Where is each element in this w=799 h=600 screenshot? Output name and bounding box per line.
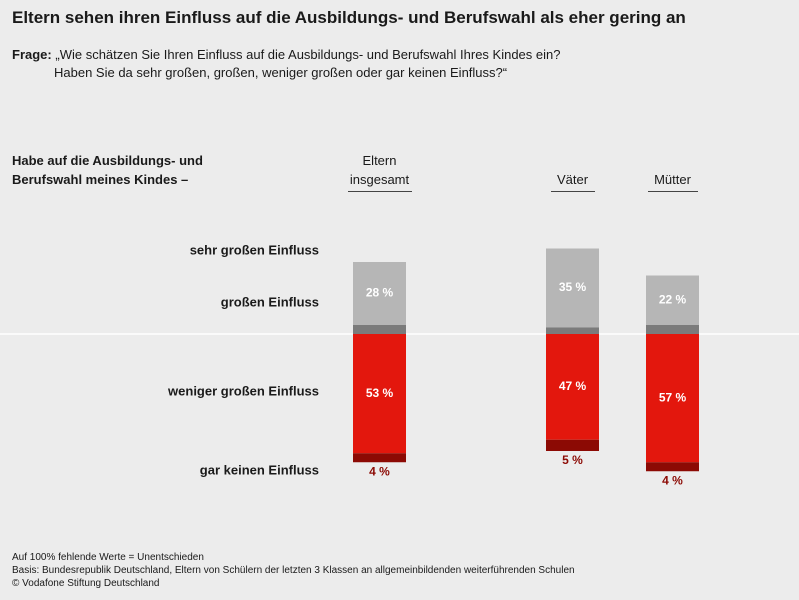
category-label: Eltern insgesamt (347, 151, 412, 192)
value-label: 28 % (366, 286, 394, 300)
value-label: 4 % (369, 464, 390, 478)
bar-segment (546, 334, 599, 440)
question-label: Frage: (12, 47, 52, 62)
bar-segment (546, 439, 599, 451)
bar-segment (353, 334, 406, 454)
value-label: 53 % (366, 386, 394, 400)
value-label: 47 % (559, 379, 587, 393)
value-label: 4 % (662, 473, 683, 487)
row-label: weniger großen Einfluss (167, 383, 319, 398)
row-label: großen Einfluss (221, 294, 319, 309)
bar-segment (646, 275, 699, 325)
row-label: sehr großen Einfluss (190, 242, 319, 257)
category-label: Väter (550, 170, 595, 192)
category-label: Mütter (647, 170, 698, 192)
bar-segment (353, 325, 406, 334)
footnotes: Auf 100% fehlende Werte = Unentschieden … (12, 551, 575, 590)
bar-segment (353, 453, 406, 463)
question: Frage: „Wie schätzen Sie Ihren Einfluss … (12, 46, 560, 82)
bar-segment (546, 327, 599, 334)
bar-segment (646, 334, 699, 463)
question-line: „Wie schätzen Sie Ihren Einfluss auf die… (55, 47, 561, 62)
footnote: Basis: Bundesrepublik Deutschland, Elter… (12, 565, 575, 576)
bar-segment (646, 325, 699, 334)
row-label: gar keinen Einfluss (200, 462, 319, 477)
row-heading: Habe auf die Ausbildungs- und Berufswahl… (12, 153, 203, 187)
value-label: 22 % (659, 292, 687, 306)
bar-segment (353, 262, 406, 325)
footnote: Auf 100% fehlende Werte = Unentschieden (12, 552, 204, 563)
value-label: 35 % (559, 280, 587, 294)
value-label: 5 % (562, 453, 583, 467)
chart-title: Eltern sehen ihren Einfluss auf die Ausb… (12, 8, 686, 27)
bar-segment (646, 462, 699, 472)
bar-segment (546, 248, 599, 328)
value-label: 57 % (659, 390, 687, 404)
question-line: Haben Sie da sehr großen, großen, wenige… (54, 65, 508, 80)
footnote: © Vodafone Stiftung Deutschland (12, 578, 160, 589)
